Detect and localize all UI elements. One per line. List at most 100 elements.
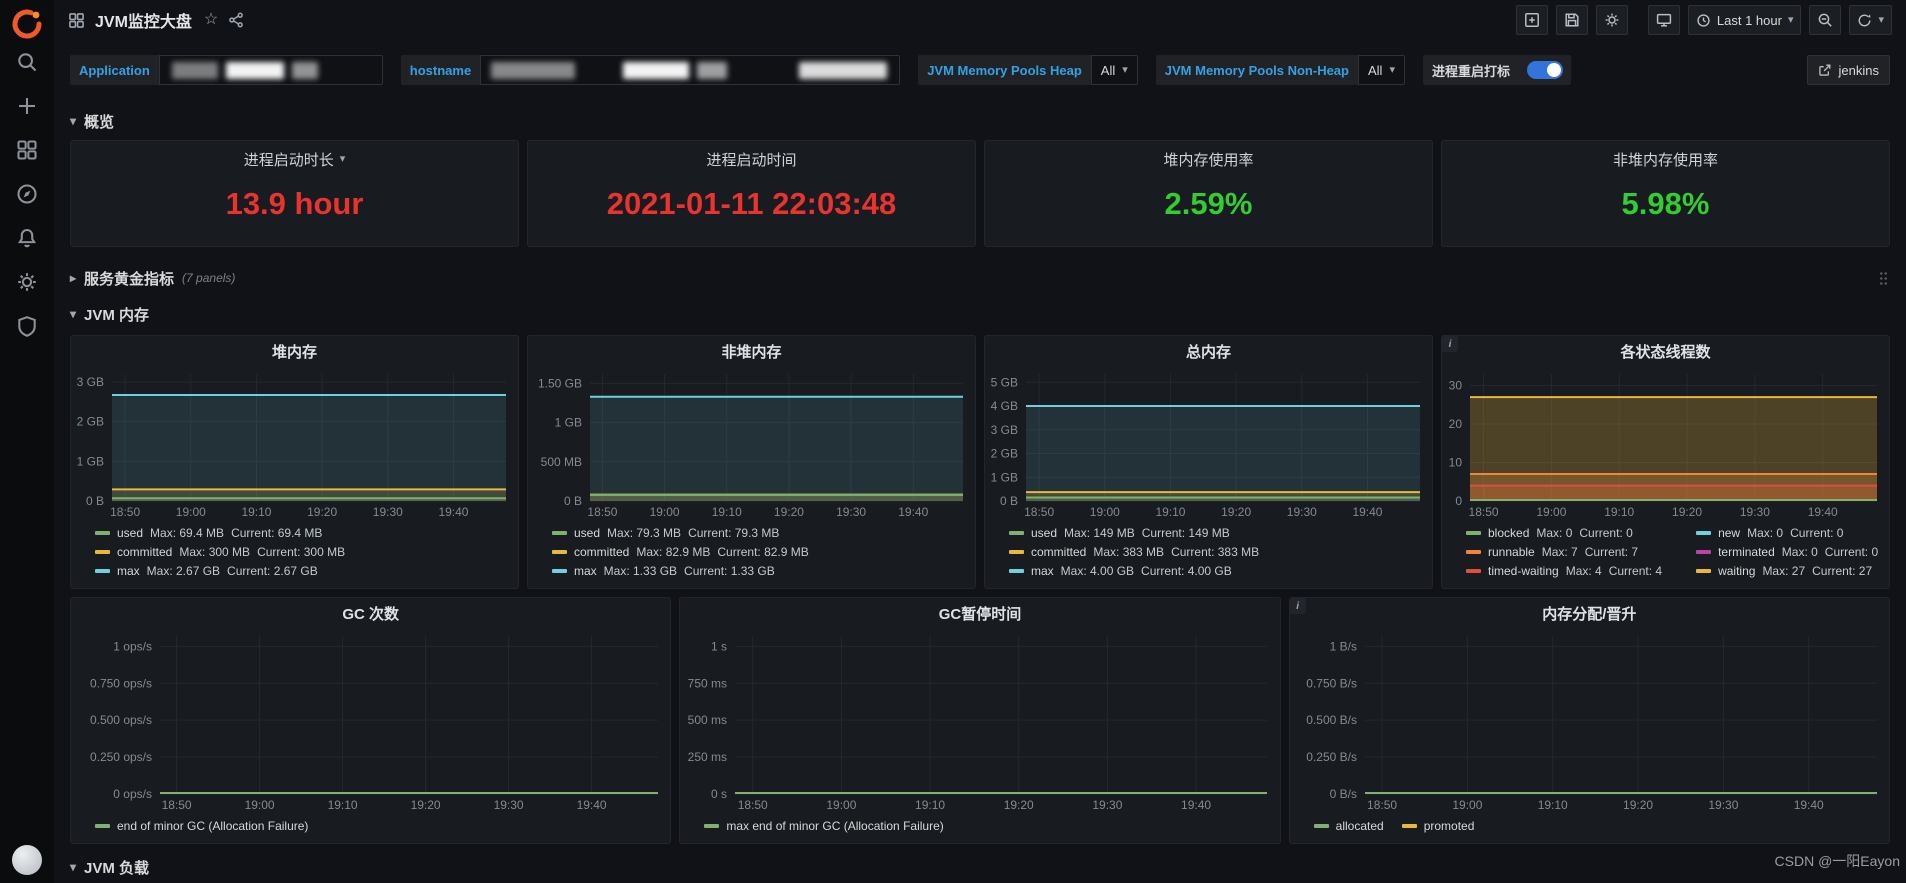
dashboards-icon[interactable] (16, 139, 38, 161)
legend-item-waiting[interactable]: waiting Max: 27 Current: 27 (1696, 561, 1878, 580)
row-panel-count: (7 panels) (182, 271, 236, 285)
legend-max-value: Max: 149 MB (1064, 525, 1135, 540)
panel-title[interactable]: 内存分配/晋升 (1542, 605, 1637, 623)
legend-item-committed[interactable]: committed Max: 300 MB Current: 300 MB (95, 542, 508, 561)
legend-item-committed[interactable]: committed Max: 82.9 MB Current: 82.9 MB (552, 542, 965, 561)
gc-pause-chart[interactable]: 0 s 250 ms 500 ms 750 ms 1 s 18:50 19:00 19:10 1… (680, 628, 1279, 814)
legend-item-new[interactable]: new Max: 0 Current: 0 (1696, 523, 1878, 542)
legend-item-max[interactable]: max Max: 4.00 GB Current: 4.00 GB (1009, 561, 1422, 580)
legend-item-promoted[interactable]: promoted (1401, 816, 1474, 835)
panel-title[interactable]: 非堆内存使用率 (1612, 152, 1718, 169)
legend-item-used[interactable]: used Max: 149 MB Current: 149 MB (1009, 523, 1422, 542)
hostname-select[interactable] (480, 55, 901, 85)
thread-states-chart[interactable]: 0 10 20 30 18:50 19:00 19:10 19:20 19:30 19:40 (1442, 366, 1889, 521)
application-select[interactable] (158, 55, 383, 85)
svg-text:19:20: 19:20 (307, 505, 337, 519)
row-overview[interactable]: ▾ 概览 (70, 108, 1890, 134)
legend-item-blocked[interactable]: blocked Max: 0 Current: 0 (1466, 523, 1662, 542)
panel-title[interactable]: 堆内存 (271, 343, 317, 361)
configuration-gear-icon[interactable] (16, 271, 38, 293)
legend-item-runnable[interactable]: runnable Max: 7 Current: 7 (1466, 542, 1662, 561)
heap-pools-select[interactable]: All ▾ (1090, 55, 1138, 85)
row-expand-icon: ▸ (70, 271, 77, 285)
time-range-button[interactable]: Last 1 hour ▾ (1687, 5, 1802, 35)
svg-text:19:10: 19:10 (915, 798, 945, 812)
legend-item-max[interactable]: max Max: 2.67 GB Current: 2.67 GB (95, 561, 508, 580)
panel-title[interactable]: GC 次数 (342, 605, 399, 623)
grafana-logo[interactable] (11, 8, 43, 40)
legend-current-value: Current: 79.3 MB (688, 525, 780, 540)
zoom-out-button[interactable] (1809, 5, 1842, 35)
panel-title[interactable]: 进程启动时长 ▾ (243, 152, 346, 169)
row-drag-handle[interactable] (1879, 270, 1888, 286)
svg-text:19:30: 19:30 (1093, 798, 1123, 812)
restart-mark-label: 进程重启打标 (1422, 55, 1519, 85)
panel-title[interactable]: 各状态线程数 (1620, 343, 1711, 361)
row-overview-title: 概览 (84, 113, 115, 131)
share-icon[interactable] (228, 12, 244, 28)
row-jvm-memory[interactable]: ▾ JVM 内存 (70, 301, 1890, 327)
legend-max-value: Max: 4.00 GB (1060, 563, 1135, 578)
svg-text:19:00: 19:00 (1536, 505, 1566, 519)
heap-memory-chart[interactable]: 0 B 1 GB 2 GB 3 GB 18:50 19:00 19:10 19:20 19:30… (71, 366, 518, 521)
variable-nonheap-pools-label: JVM Memory Pools Non-Heap (1155, 55, 1358, 85)
svg-text:500 ms: 500 ms (688, 713, 727, 727)
user-avatar[interactable] (12, 845, 42, 875)
legend-current-value: Current: 69.4 MB (231, 525, 323, 540)
panel-info-icon[interactable]: i (1442, 336, 1458, 352)
gc-count-chart[interactable]: 0 ops/s 0.250 ops/s 0.500 ops/s 0.750 ops/s… (71, 628, 670, 814)
panel-title[interactable]: 堆内存使用率 (1163, 152, 1254, 169)
panel-title[interactable]: GC暂停时间 (938, 605, 1022, 623)
restart-mark-toggle[interactable] (1526, 61, 1563, 79)
legend-color-marker (95, 823, 110, 828)
star-icon[interactable]: ☆ (203, 11, 219, 28)
explore-compass-icon[interactable] (16, 183, 38, 205)
legend-series-name: max (574, 563, 597, 578)
navbar-actions: Last 1 hour ▾ ▾ (1515, 5, 1892, 35)
alerting-bell-icon[interactable] (16, 227, 38, 249)
panel-menu-caret-icon[interactable]: ▾ (339, 153, 346, 165)
save-icon (1565, 13, 1579, 27)
legend-item-terminated[interactable]: terminated Max: 0 Current: 0 (1696, 542, 1878, 561)
refresh-interval-caret-icon[interactable]: ▾ (1878, 13, 1884, 26)
refresh-button[interactable]: ▾ (1849, 5, 1892, 35)
panel-info-icon[interactable]: i (1289, 598, 1306, 614)
total-memory-chart[interactable]: 0 B 1 GB 2 GB 3 GB 4 GB 5 GB 18:50 19:00 19:10 19… (985, 366, 1432, 521)
svg-text:19:30: 19:30 (1708, 798, 1738, 812)
legend-item-max-end-of-minor-GC-Allocation-Failure-[interactable]: max end of minor GC (Allocation Failure) (704, 816, 944, 835)
panel-title[interactable]: 进程启动时间 (706, 152, 797, 169)
cycle-view-button[interactable] (1647, 5, 1680, 35)
legend-item-committed[interactable]: committed Max: 383 MB Current: 383 MB (1009, 542, 1422, 561)
panel-title[interactable]: 非堆内存 (721, 343, 782, 361)
svg-text:19:40: 19:40 (1352, 505, 1382, 519)
legend-item-max[interactable]: max Max: 1.33 GB Current: 1.33 GB (552, 561, 965, 580)
redacted-value (225, 62, 284, 79)
dashboard-grid-icon (68, 12, 85, 29)
legend-item-allocated[interactable]: allocated (1313, 816, 1384, 835)
create-plus-icon[interactable] (16, 95, 38, 117)
svg-text:19:20: 19:20 (1672, 505, 1702, 519)
nonheap-memory-chart[interactable]: 0 B 500 MB 1 GB 1.50 GB 18:50 19:00 19:10 19:20… (528, 366, 975, 521)
svg-text:19:40: 19:40 (1181, 798, 1211, 812)
legend-item-timed-waiting[interactable]: timed-waiting Max: 4 Current: 4 (1466, 561, 1662, 580)
dashboard-settings-button[interactable] (1595, 5, 1628, 35)
legend-series-name: committed (117, 544, 173, 559)
search-icon[interactable] (16, 51, 38, 73)
variable-nonheap-pools: JVM Memory Pools Non-Heap All ▾ (1155, 55, 1405, 85)
save-dashboard-button[interactable] (1555, 5, 1588, 35)
server-admin-shield-icon[interactable] (16, 315, 38, 337)
svg-text:19:20: 19:20 (1221, 505, 1251, 519)
nonheap-pools-select[interactable]: All ▾ (1357, 55, 1405, 85)
legend-item-end-of-minor-GC-Allocation-Failure-[interactable]: end of minor GC (Allocation Failure) (95, 816, 308, 835)
legend-current-value: Current: 2.67 GB (227, 563, 318, 578)
svg-text:1.50 GB: 1.50 GB (538, 376, 582, 390)
panel-title[interactable]: 总内存 (1185, 343, 1231, 361)
row-jvm-load[interactable]: ▾ JVM 负载 (70, 854, 1890, 880)
row-golden-metrics[interactable]: ▸ 服务黄金指标 (7 panels) (70, 265, 1890, 291)
legend-item-used[interactable]: used Max: 69.4 MB Current: 69.4 MB (95, 523, 508, 542)
jenkins-link-label: jenkins (1838, 62, 1879, 78)
add-panel-button[interactable] (1515, 5, 1548, 35)
alloc-promote-chart[interactable]: 0 B/s 0.250 B/s 0.500 B/s 0.750 B/s 1 B/s 18:… (1290, 628, 1889, 814)
legend-item-used[interactable]: used Max: 79.3 MB Current: 79.3 MB (552, 523, 965, 542)
jenkins-link-button[interactable]: jenkins (1806, 55, 1890, 85)
